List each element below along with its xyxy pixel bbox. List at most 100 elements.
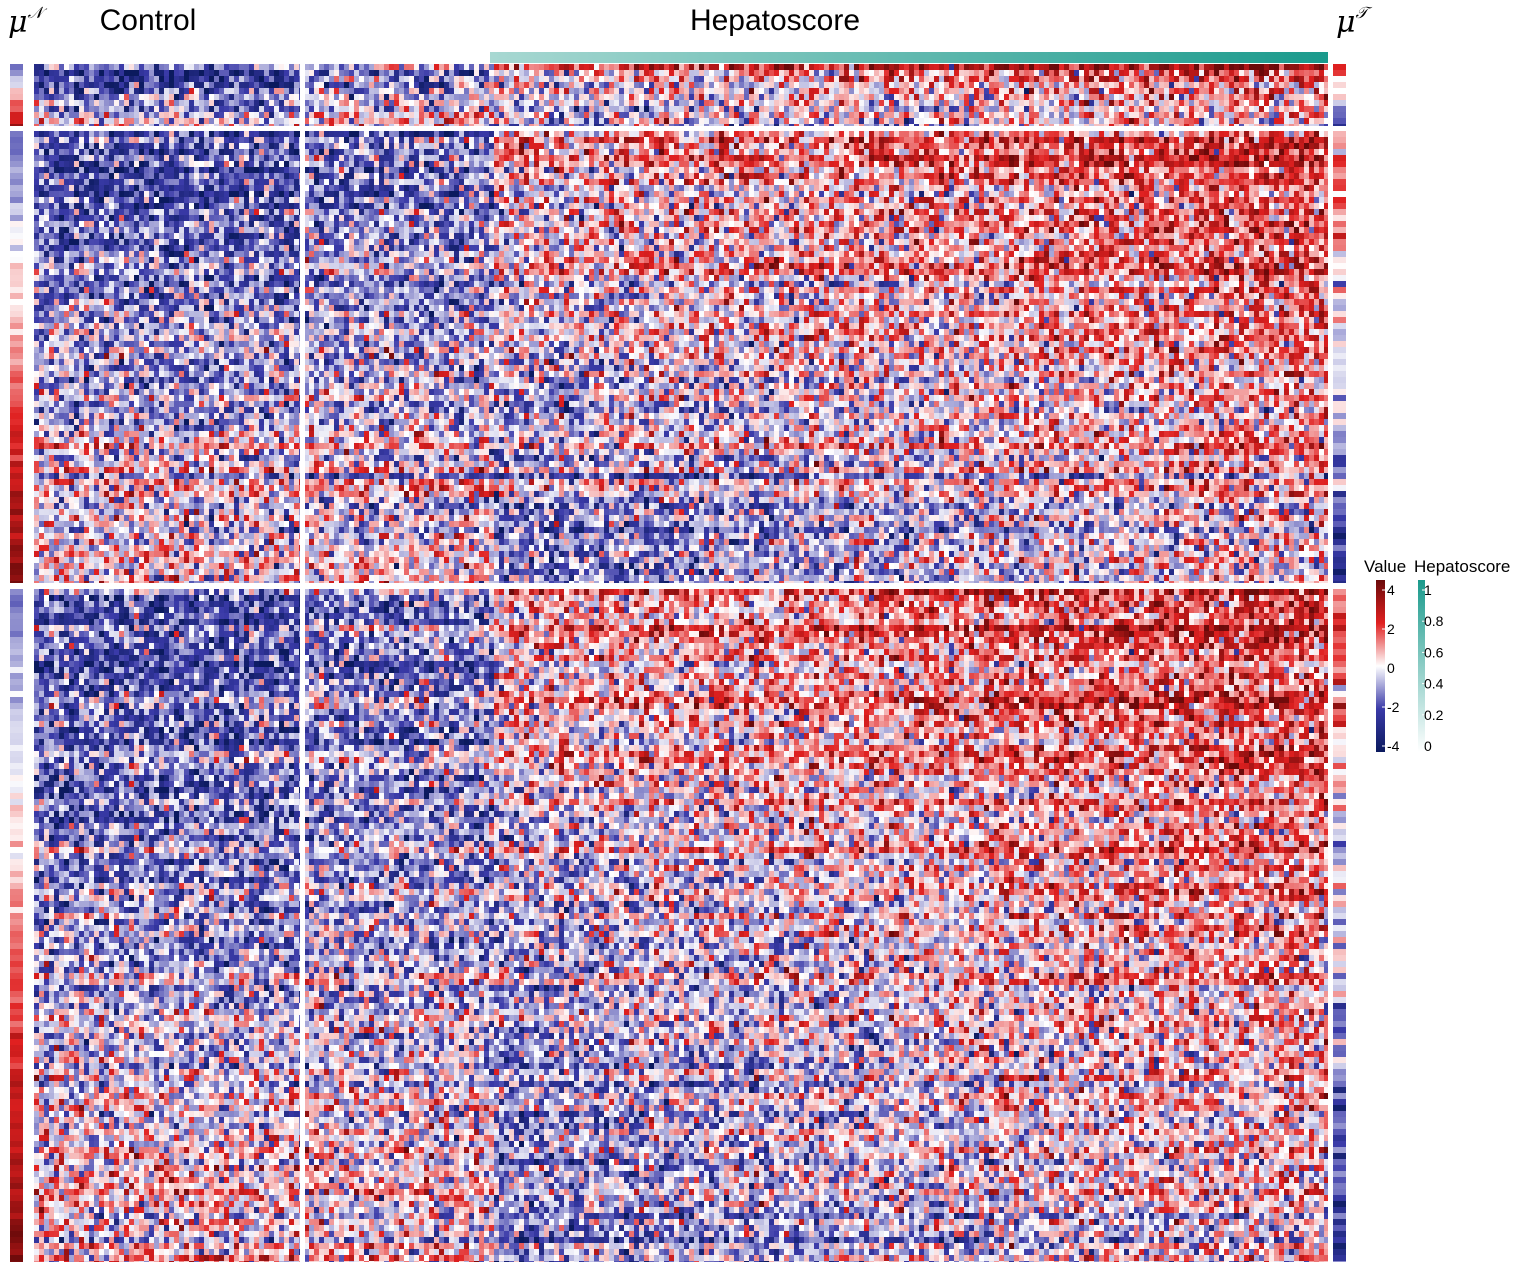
heatmap-cell [944, 76, 949, 82]
heatmap-cell [1304, 70, 1309, 76]
heatmap-cell [79, 76, 84, 82]
heatmap-cell [749, 76, 754, 82]
heatmap-cell [64, 64, 69, 70]
heatmap-cell [39, 76, 44, 82]
heatmap-cell [679, 70, 684, 76]
heatmap-cell [79, 82, 84, 88]
heatmap-cell [989, 76, 994, 82]
heatmap-cell [674, 64, 679, 70]
heatmap-cell [899, 70, 904, 76]
heatmap-cell [1209, 70, 1214, 76]
heatmap-cell [1319, 70, 1324, 76]
heatmap-cell [129, 64, 134, 70]
heatmap-cell [324, 76, 329, 82]
heatmap-cell [1299, 70, 1304, 76]
heatmap-cell [1229, 64, 1234, 70]
heatmap-cell [1169, 64, 1174, 70]
heatmap-cell [1159, 64, 1164, 70]
heatmap-cell [94, 70, 99, 76]
heatmap-cell [504, 70, 509, 76]
heatmap-cell [879, 76, 884, 82]
heatmap-cell [369, 76, 374, 82]
heatmap-cell [674, 70, 679, 76]
heatmap-cell [269, 76, 274, 82]
heatmap-cell [784, 76, 789, 82]
heatmap-cell [939, 64, 944, 70]
heatmap-cell [539, 64, 544, 70]
heatmap-cell [1169, 76, 1174, 82]
heatmap-cell [289, 76, 294, 82]
heatmap-cell [484, 76, 489, 82]
heatmap-cell [1034, 76, 1039, 82]
heatmap-cell [899, 64, 904, 70]
heatmap-cell [849, 76, 854, 82]
heatmap-cell [659, 64, 664, 70]
heatmap-cell [1284, 64, 1289, 70]
heatmap-cell [709, 76, 714, 82]
heatmap-cell [714, 64, 719, 70]
heatmap-cell [214, 76, 219, 82]
heatmap-cell [1034, 70, 1039, 76]
heatmap-cell [649, 70, 654, 76]
heatmap-cell [1209, 64, 1214, 70]
heatmap-cell [1089, 76, 1094, 82]
heatmap-cell [339, 76, 344, 82]
heatmap-cell [269, 64, 274, 70]
heatmap-cell [394, 76, 399, 82]
heatmap-cell [294, 70, 299, 76]
heatmap-cell [634, 70, 639, 76]
heatmap-cell [504, 64, 509, 70]
heatmap-cell [1149, 64, 1154, 70]
heatmap-cell [1069, 70, 1074, 76]
heatmap-cell [849, 70, 854, 76]
heatmap-cell [264, 70, 269, 76]
heatmap-cell [189, 70, 194, 76]
heatmap-cell [994, 64, 999, 70]
heatmap-cell [1304, 64, 1309, 70]
heatmap-cell [1104, 76, 1109, 82]
heatmap-cell [224, 64, 229, 70]
heatmap-cell [334, 70, 339, 76]
heatmap-cell [499, 70, 504, 76]
heatmap-cell [214, 70, 219, 76]
heatmap-cell [604, 64, 609, 70]
heatmap-cell [819, 64, 824, 70]
heatmap-cell [219, 70, 224, 76]
heatmap-cell [84, 82, 89, 88]
heatmap-cell [84, 70, 89, 76]
heatmap-cell [1234, 76, 1239, 82]
heatmap-cell [134, 76, 139, 82]
heatmap-cell [759, 64, 764, 70]
heatmap-cell [959, 76, 964, 82]
heatmap-cell [744, 70, 749, 76]
heatmap-cell [319, 70, 324, 76]
heatmap-cell [464, 70, 469, 76]
heatmap-cell [1109, 64, 1114, 70]
heatmap-cell [624, 64, 629, 70]
heatmap-cell [794, 76, 799, 82]
heatmap-cell [259, 64, 264, 70]
heatmap-cell [1279, 76, 1284, 82]
heatmap-cell [1044, 70, 1049, 76]
heatmap-cell [554, 70, 559, 76]
heatmap-cell [229, 70, 234, 76]
heatmap-cell [119, 64, 124, 70]
mu-normal-label: μ𝒩 [8, 3, 48, 40]
heatmap-cell [509, 76, 514, 82]
heatmap-cell [139, 70, 144, 76]
heatmap-cell [534, 64, 539, 70]
heatmap-cell [564, 76, 569, 82]
heatmap-cell [564, 64, 569, 70]
heatmap-cell [74, 82, 79, 88]
heatmap-cell [209, 76, 214, 82]
heatmap-cell [599, 76, 604, 82]
heatmap-cell [384, 64, 389, 70]
heatmap-cell [704, 76, 709, 82]
heatmap-cell [809, 70, 814, 76]
heatmap-cell [474, 64, 479, 70]
heatmap-cell [434, 64, 439, 70]
heatmap-cell [309, 76, 314, 82]
heatmap-cell [354, 64, 359, 70]
heatmap-cell [984, 70, 989, 76]
heatmap-cell [429, 76, 434, 82]
